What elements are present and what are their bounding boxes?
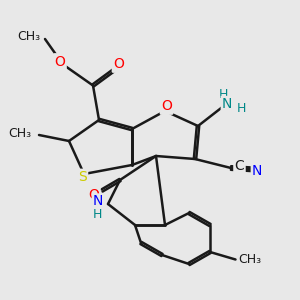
Text: O: O: [161, 100, 172, 113]
Text: C: C: [235, 160, 244, 173]
Text: N: N: [92, 194, 103, 208]
Text: CH₃: CH₃: [238, 253, 262, 266]
Text: O: O: [113, 58, 124, 71]
Text: S: S: [78, 170, 87, 184]
Text: H: H: [237, 101, 246, 115]
Text: CH₃: CH₃: [8, 127, 32, 140]
Text: N: N: [252, 164, 262, 178]
Text: O: O: [88, 188, 99, 202]
Text: H: H: [93, 208, 102, 221]
Text: N: N: [221, 97, 232, 110]
Text: O: O: [55, 55, 65, 68]
Text: H: H: [219, 88, 228, 101]
Text: CH₃: CH₃: [17, 29, 41, 43]
